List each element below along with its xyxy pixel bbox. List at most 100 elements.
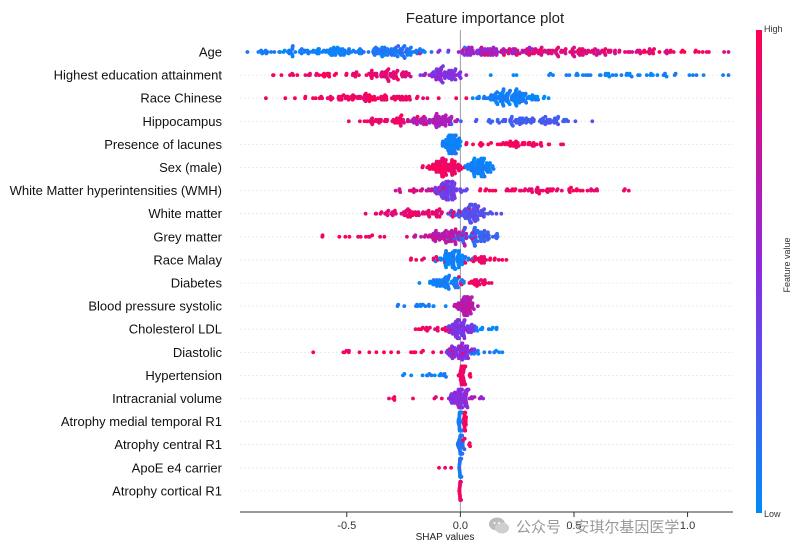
shap-point [376,96,380,101]
shap-point [530,190,535,195]
shap-point [407,208,412,213]
shap-point [500,350,505,355]
shap-point [550,48,555,53]
shap-point [431,350,435,355]
shap-point [596,48,600,53]
shap-point [457,136,462,141]
shap-point [488,256,493,261]
shap-point [644,73,649,77]
shap-point [437,465,441,470]
shap-point [482,255,486,259]
shap-point [463,255,468,259]
shap-point [473,225,477,230]
shap-point [469,45,474,50]
shap-point [394,211,398,216]
shap-point [664,74,669,79]
shap-point [398,123,403,128]
shap-point [295,73,300,77]
shap-point [460,253,465,258]
shap-point [517,90,522,95]
shap-point [446,262,451,267]
shap-point [514,103,519,108]
shap-point [470,96,475,101]
shap-point [481,396,485,401]
shap-point [385,117,390,122]
shap-point [478,187,483,192]
shap-point [439,350,444,355]
shap-point [574,187,579,192]
shap-point [452,401,457,405]
shap-point [409,256,413,261]
shap-point [411,187,416,192]
shap-point [486,230,490,235]
shap-point [320,96,324,101]
shap-point [396,302,401,307]
shap-point [432,373,437,378]
shap-point [347,348,351,353]
shap-point [494,348,498,353]
shap-point [507,102,512,107]
shap-point [471,51,476,56]
x-axis-label: SHAP values [415,532,475,543]
shap-point [473,202,478,207]
shap-point [450,158,454,162]
shap-point [589,187,593,192]
shap-point [495,231,499,236]
shap-point [511,123,515,128]
shap-point [556,114,561,119]
shap-point [449,114,454,119]
shap-point [524,100,529,105]
shap-point [496,258,501,262]
shap-point [638,51,643,56]
shap-point [455,117,460,122]
shap-point [488,170,493,174]
shap-point [293,96,297,101]
shap-point [393,188,398,193]
shap-point [469,220,473,225]
shap-point [534,142,539,147]
shap-point [462,436,467,441]
x-tick-label: 0.0 [453,520,468,532]
shap-point [460,357,465,362]
shap-point [501,103,506,108]
shap-point [439,396,444,401]
x-tick-label: 1.0 [680,520,695,532]
shap-point [464,236,469,241]
colorbar-low-label: Low [764,509,781,519]
shap-point [429,50,434,54]
y-tick-label: Presence of lacunes [104,137,222,152]
shap-point [507,188,512,193]
shap-point [543,122,548,127]
shap-point [463,225,467,230]
y-tick-label: Age [199,45,222,60]
shap-point [308,71,312,76]
shap-point [344,71,349,76]
shap-point [489,141,493,145]
shap-point [369,68,374,73]
shap-point [458,187,463,192]
shap-point [673,71,678,76]
shap-point [454,151,458,156]
shap-point [290,44,295,48]
y-tick-label: Diabetes [171,276,223,291]
shap-point [460,405,465,410]
shap-point [487,281,491,285]
shap-point [625,71,629,76]
shap-point [508,88,512,93]
shap-point [279,73,284,77]
shap-point [469,330,473,335]
shap-point [427,117,432,122]
shap-point [651,51,656,56]
shap-point [540,188,545,193]
shap-point [539,144,544,148]
shap-point [317,47,321,51]
shap-point [581,73,585,77]
shap-point [572,54,577,59]
shap-point [476,204,481,209]
shap-point [399,113,404,118]
shap-point [462,318,467,323]
shap-point [511,73,516,77]
shap-point [418,47,422,51]
shap-point [474,117,479,122]
shap-point [364,234,368,239]
